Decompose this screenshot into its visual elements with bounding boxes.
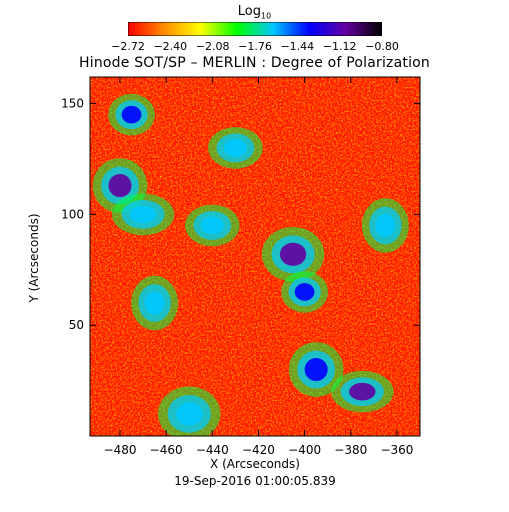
y-tick-label: 50 xyxy=(69,318,84,332)
colorbar-tick-label: −2.08 xyxy=(195,40,230,53)
y-tick-label: 150 xyxy=(61,97,84,111)
x-tick-label: −420 xyxy=(242,443,275,457)
x-tick-label: −360 xyxy=(380,443,413,457)
colorbar-tick-label: −2.40 xyxy=(153,40,188,53)
strong-polarization-region xyxy=(304,357,328,382)
colorbar-title: Log10 xyxy=(0,4,509,21)
y-axis-label: Y (Arcseconds) xyxy=(27,213,41,303)
plot-frame xyxy=(89,76,421,437)
x-tick-label: −440 xyxy=(196,443,229,457)
chart-title: Hinode SOT/SP – MERLIN : Degree of Polar… xyxy=(79,55,430,71)
strong-polarization-region xyxy=(294,283,315,301)
colorbar-tick-label: −2.72 xyxy=(111,40,145,53)
strong-polarization-region xyxy=(108,174,132,198)
colorbar-tick-label: −1.12 xyxy=(322,40,357,53)
strong-polarization-region xyxy=(375,213,396,238)
colorbar-title-sub: 10 xyxy=(261,11,272,21)
colorbar-tick-label: −1.76 xyxy=(238,40,272,53)
observation-date: 19-Sep-2016 01:00:05.839 xyxy=(174,474,336,488)
strong-polarization-region xyxy=(176,402,203,426)
strong-polarization-region xyxy=(129,205,157,224)
colorbar-title-main: Log xyxy=(237,4,262,19)
strong-polarization-region xyxy=(349,382,376,401)
strong-polarization-region xyxy=(144,291,165,315)
strong-polarization-region xyxy=(200,216,224,235)
x-tick-label: −400 xyxy=(288,443,321,457)
colorbar-tick-label: −1.44 xyxy=(280,40,315,53)
x-tick-label: −480 xyxy=(104,443,137,457)
strong-polarization-region xyxy=(279,242,307,266)
x-tick-label: −380 xyxy=(334,443,367,457)
y-tick-label: 100 xyxy=(61,207,84,221)
strong-polarization-region xyxy=(121,105,142,124)
colorbar xyxy=(128,22,382,36)
x-tick-label: −460 xyxy=(150,443,183,457)
colorbar-tick-label: −0.80 xyxy=(365,40,399,53)
strong-polarization-region xyxy=(223,139,247,157)
x-axis-label: X (Arcseconds) xyxy=(210,457,300,471)
